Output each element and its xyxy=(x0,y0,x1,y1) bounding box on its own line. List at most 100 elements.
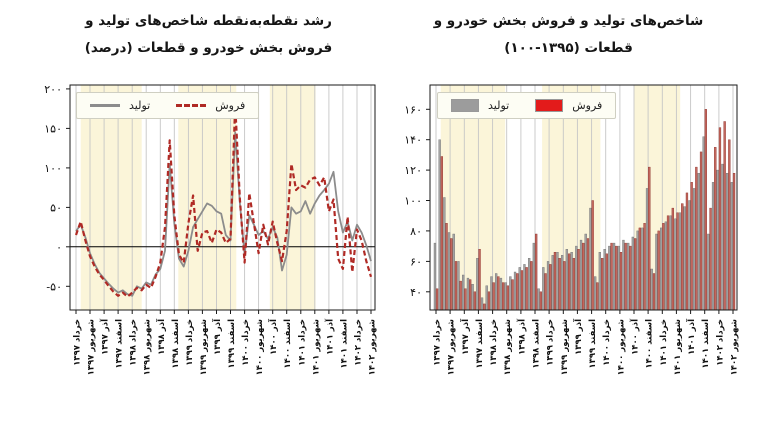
sales-bar xyxy=(671,207,674,311)
production-bar xyxy=(551,255,554,311)
production-bar xyxy=(617,245,620,311)
x-tick-label: خرداد ۱۳۹۸ xyxy=(489,319,499,366)
production-bar xyxy=(636,230,639,311)
sales-bar xyxy=(638,227,641,311)
production-bar xyxy=(433,242,437,311)
production-bar xyxy=(589,207,592,311)
x-tick-label: اسفند ۱۳۹۹ xyxy=(588,319,598,369)
legend-label-production: تولید xyxy=(129,99,151,112)
production-bar xyxy=(711,182,715,311)
production-bar xyxy=(688,200,691,311)
production-bar xyxy=(542,267,545,311)
x-tick-label: شهریور ۱۳۹۷ xyxy=(87,319,97,375)
production-bar xyxy=(678,212,682,311)
production-bar xyxy=(721,163,724,311)
x-tick-label: خرداد ۱۴۰۰ xyxy=(241,319,251,366)
sales-bar xyxy=(633,238,637,311)
y-tick-label: ۱۵۰ xyxy=(44,122,62,135)
sales-bar xyxy=(662,223,665,311)
x-tick-label: خرداد ۱۳۹۷ xyxy=(73,319,83,366)
sales-bar xyxy=(516,273,519,311)
x-tick-label: خرداد ۱۴۰۲ xyxy=(354,319,364,366)
x-tick-label: اسفند ۱۴۰۱ xyxy=(339,319,349,369)
sales-bar xyxy=(718,127,722,311)
production-bar xyxy=(565,248,568,311)
production-line-swatch xyxy=(90,104,120,107)
production-bar xyxy=(622,239,625,311)
y-tick-label: ۱۲۰ xyxy=(404,164,422,177)
x-tick-label: آذر ۱۳۹۷ xyxy=(459,318,471,355)
production-bar xyxy=(641,227,644,311)
x-tick-label: اسفند ۱۳۹۷ xyxy=(115,319,125,369)
sales-bar xyxy=(454,261,458,311)
sales-bar xyxy=(624,242,627,311)
index-chart-title: شاخص‌های تولید و فروش بخش خودرو و قطعات … xyxy=(382,8,755,62)
sales-bar xyxy=(629,245,632,311)
plot-frame xyxy=(69,84,376,311)
sales-bar xyxy=(445,223,448,311)
x-tick-label: شهریور ۱۴۰۰ xyxy=(616,319,626,375)
x-tick-label: اسفند ۱۴۰۱ xyxy=(701,319,711,369)
sales-bar xyxy=(690,182,693,311)
production-bar xyxy=(485,285,488,311)
sales-bar xyxy=(534,233,538,311)
y-tick-label: ۴۰ xyxy=(410,286,422,299)
production-bar xyxy=(655,233,658,311)
production-bar xyxy=(532,242,535,311)
x-tick-label: آذر ۱۴۰۰ xyxy=(629,318,641,355)
sales-bar xyxy=(544,273,547,311)
sales-bar xyxy=(497,276,500,311)
legend-item-production: تولید xyxy=(90,99,150,112)
sales-bar xyxy=(501,282,505,311)
x-tick-label: خرداد ۱۳۹۷ xyxy=(433,319,443,366)
sales-bar xyxy=(714,147,717,311)
production-bar xyxy=(513,271,517,311)
sales-bar xyxy=(728,139,731,311)
sales-bar xyxy=(450,238,453,311)
sales-bar xyxy=(615,245,618,311)
sales-bar xyxy=(525,267,528,311)
x-tick-label: شهریور ۱۳۹۸ xyxy=(503,319,513,375)
x-tick-label: آذر ۱۳۹۸ xyxy=(515,318,527,355)
production-bar xyxy=(608,245,611,311)
production-bar xyxy=(480,297,484,311)
x-tick-label: آذر ۱۳۹۷ xyxy=(99,318,111,355)
y-tick-label: ۱۴۰ xyxy=(404,134,422,147)
production-bar xyxy=(730,182,733,311)
y-tick-label: ۱۰۰ xyxy=(404,195,422,208)
y-tick-label: ۸۰ xyxy=(410,225,422,238)
x-tick-label: شهریور ۱۳۹۹ xyxy=(560,319,570,375)
sales-bar xyxy=(648,166,651,311)
x-tick-label: خرداد ۱۳۹۹ xyxy=(185,319,195,366)
x-tick-label: شهریور ۱۴۰۰ xyxy=(255,319,265,375)
sales-bar xyxy=(610,242,613,311)
production-bar xyxy=(707,233,710,311)
production-bar xyxy=(584,233,587,311)
sales-bar-swatch xyxy=(535,99,564,112)
production-bar xyxy=(570,251,573,311)
production-bar xyxy=(693,188,696,311)
production-bar xyxy=(593,276,597,311)
sales-bar xyxy=(643,223,646,311)
production-bar xyxy=(603,248,606,311)
sales-bar xyxy=(666,215,670,311)
production-bar xyxy=(645,188,649,311)
production-bar xyxy=(697,172,700,311)
x-tick-label: شهریور ۱۳۹۹ xyxy=(199,319,209,375)
index-chart-title-line2: قطعات (۱۳۹۵-۱۰۰) xyxy=(504,40,633,56)
production-bar xyxy=(702,136,705,311)
sales-bar xyxy=(591,200,594,311)
production-bar xyxy=(683,206,686,311)
legend-item-sales: فروش xyxy=(535,99,602,112)
x-tick-label: آذر ۱۴۰۱ xyxy=(323,318,335,355)
sales-line xyxy=(74,103,373,298)
y-tick-label: ۱۰۰ xyxy=(44,162,62,175)
x-tick-label: شهریور ۱۴۰۲ xyxy=(730,319,740,375)
sales-bar xyxy=(464,288,467,311)
production-bar xyxy=(476,258,479,311)
sales-bar xyxy=(549,264,552,311)
production-bar xyxy=(537,288,540,311)
sales-bar xyxy=(572,258,575,311)
